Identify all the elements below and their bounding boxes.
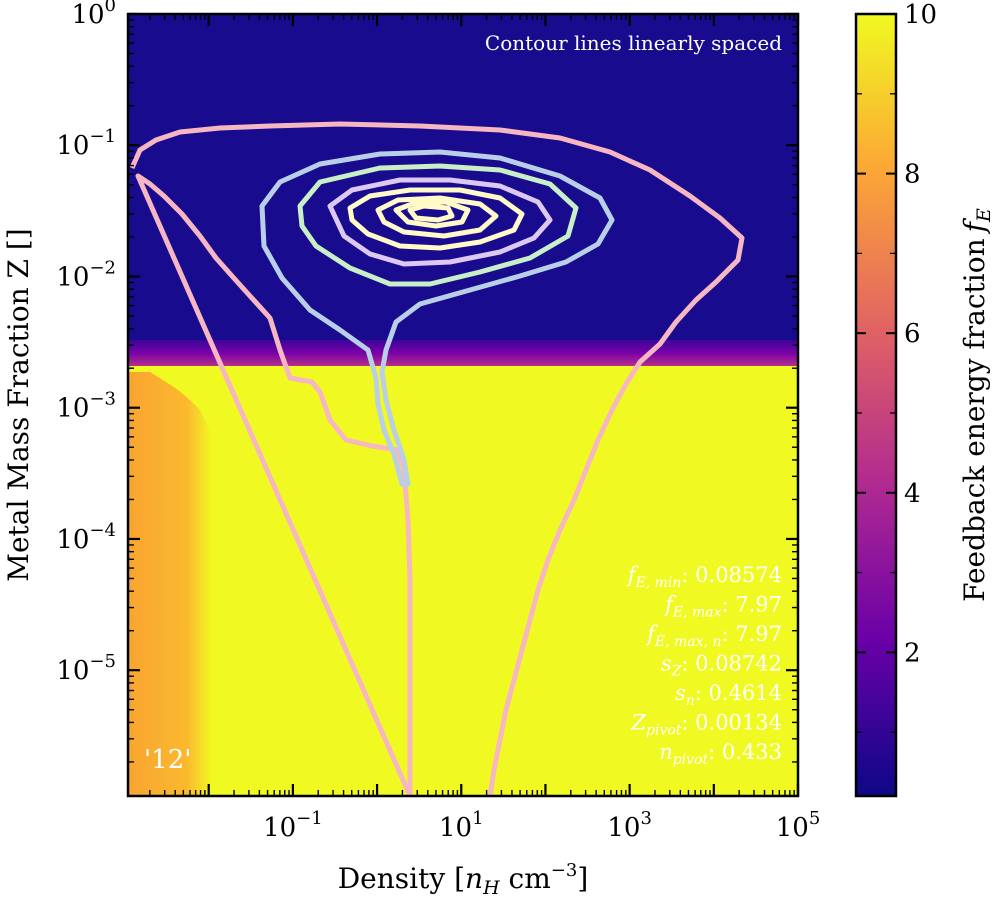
y-tick-label-base: 10 bbox=[56, 262, 89, 292]
parameter-value: : 0.4614 bbox=[695, 681, 782, 705]
heatmap-transition-band bbox=[128, 340, 798, 370]
parameter-subscript: E, max bbox=[672, 605, 722, 621]
parameter-subscript: pivot bbox=[646, 723, 682, 739]
colorbar-tick-label: 4 bbox=[904, 479, 921, 509]
heatmap-low-density-strip bbox=[128, 372, 212, 796]
colorbar-label-main: Feedback energy fraction bbox=[958, 238, 991, 602]
contour-level-5 bbox=[347, 187, 525, 251]
colorbar-tick-label: 10 bbox=[904, 0, 937, 30]
parameter-subscript: E, max, n bbox=[654, 634, 722, 650]
parameter-value: : 0.08742 bbox=[681, 652, 782, 676]
model-parameter: fE, min: 0.08574 bbox=[626, 563, 782, 591]
x-axis-label-unit: cm bbox=[500, 862, 551, 895]
parameter-value: : 0.00134 bbox=[681, 711, 782, 735]
y-tick-label-base: 10 bbox=[56, 394, 89, 424]
colorbar-tick-label: 8 bbox=[904, 160, 921, 190]
x-axis-ticks: 10−1 101 103 105 bbox=[149, 14, 821, 843]
y-tick-label-base: 10 bbox=[56, 131, 89, 161]
y-axis-label: Metal Mass Fraction Z [] bbox=[2, 228, 35, 581]
heatmap-high-feedback-region bbox=[128, 366, 798, 796]
parameter-value: : 0.08574 bbox=[681, 563, 782, 587]
colorbar-ticks: 2 4 6 8 10 bbox=[856, 0, 937, 733]
heatmap bbox=[128, 14, 798, 796]
contour-level-4 bbox=[327, 177, 553, 267]
parameter-symbol: f bbox=[626, 563, 639, 587]
colorbar-tick-label: 2 bbox=[904, 638, 921, 668]
parameter-symbol: n bbox=[659, 740, 673, 764]
y-tick-label: 10−4 bbox=[56, 520, 116, 555]
x-tick-label: 105 bbox=[776, 808, 821, 843]
x-tick-label-exponent: 1 bbox=[472, 808, 483, 829]
parameter-symbol: f bbox=[663, 593, 676, 617]
contour-lines bbox=[129, 121, 745, 796]
colorbar-label: Feedback energy fractionfE bbox=[958, 208, 995, 602]
y-tick-label-exponent: 0 bbox=[105, 0, 116, 16]
x-tick-label-exponent: 5 bbox=[809, 808, 820, 829]
contour-level-1 bbox=[129, 121, 745, 796]
x-axis-label-subscript: H bbox=[482, 877, 500, 899]
model-parameter: npivot: 0.433 bbox=[659, 740, 782, 768]
parameter-symbol: f bbox=[645, 622, 658, 646]
x-tick-label-exponent: 3 bbox=[640, 808, 651, 829]
contour-level-2 bbox=[259, 149, 615, 487]
parameter-value: : 7.97 bbox=[721, 593, 782, 617]
y-tick-label-exponent: −1 bbox=[89, 126, 116, 147]
colorbar-tick-label: 6 bbox=[904, 319, 921, 349]
model-parameter: fE, max: 7.97 bbox=[663, 593, 782, 621]
model-parameter: sn: 0.4614 bbox=[675, 681, 782, 709]
y-tick-label-exponent: −3 bbox=[89, 389, 116, 410]
y-tick-label-base: 10 bbox=[56, 525, 89, 555]
parameter-symbol: s bbox=[661, 652, 672, 676]
x-axis-label: Density [nH cm−3] bbox=[338, 860, 589, 899]
x-tick-label: 103 bbox=[607, 808, 652, 843]
x-tick-label: 10−1 bbox=[263, 808, 323, 843]
model-parameter: sZ: 0.08742 bbox=[661, 652, 782, 680]
x-axis-label-exponent: −3 bbox=[551, 860, 578, 881]
parameter-subscript: E, min bbox=[635, 575, 682, 591]
y-tick-label: 10−3 bbox=[56, 389, 116, 424]
x-tick-label-base: 10 bbox=[263, 813, 296, 843]
model-parameter: fE, max, n: 7.97 bbox=[645, 622, 782, 650]
parameter-value: : 0.433 bbox=[708, 740, 782, 764]
parameter-symbol: s bbox=[675, 681, 686, 705]
parameter-subscript: pivot bbox=[673, 752, 709, 768]
contour-note: Contour lines linearly spaced bbox=[485, 31, 782, 55]
x-tick-label: 101 bbox=[439, 808, 484, 843]
parameter-subscript: Z bbox=[671, 664, 682, 680]
run-label: '12' bbox=[144, 745, 191, 775]
parameter-symbol: Z bbox=[630, 711, 646, 735]
x-axis-label-close: ] bbox=[577, 862, 588, 895]
colorbar bbox=[854, 12, 898, 798]
contour-level-8 bbox=[407, 203, 455, 223]
x-axis-label-symbol: n bbox=[465, 862, 483, 895]
y-tick-label-base: 10 bbox=[71, 0, 104, 30]
y-tick-label-base: 10 bbox=[56, 656, 89, 686]
x-tick-label-base: 10 bbox=[439, 813, 472, 843]
y-tick-label: 10−1 bbox=[56, 126, 116, 161]
y-tick-label: 100 bbox=[71, 0, 116, 30]
contour-level-6 bbox=[375, 195, 499, 239]
parameter-value: : 7.97 bbox=[721, 622, 782, 646]
model-parameter: Zpivot: 0.00134 bbox=[630, 711, 782, 739]
x-tick-label-exponent: −1 bbox=[296, 808, 323, 829]
x-axis-label-main: Density [ bbox=[338, 862, 465, 895]
x-tick-label-base: 10 bbox=[607, 813, 640, 843]
y-tick-label-exponent: −2 bbox=[89, 257, 116, 278]
y-tick-label: 10−5 bbox=[56, 651, 116, 686]
plot-frame bbox=[126, 12, 800, 798]
contour-level-3 bbox=[297, 163, 579, 287]
y-tick-label-exponent: −5 bbox=[89, 651, 116, 672]
x-tick-label-base: 10 bbox=[776, 813, 809, 843]
colorbar-label-subscript: E bbox=[973, 208, 995, 223]
y-tick-label-exponent: −4 bbox=[89, 520, 116, 541]
parameter-subscript: n bbox=[686, 693, 695, 709]
contour-level-7 bbox=[393, 199, 471, 229]
y-tick-label: 10−2 bbox=[56, 257, 116, 292]
